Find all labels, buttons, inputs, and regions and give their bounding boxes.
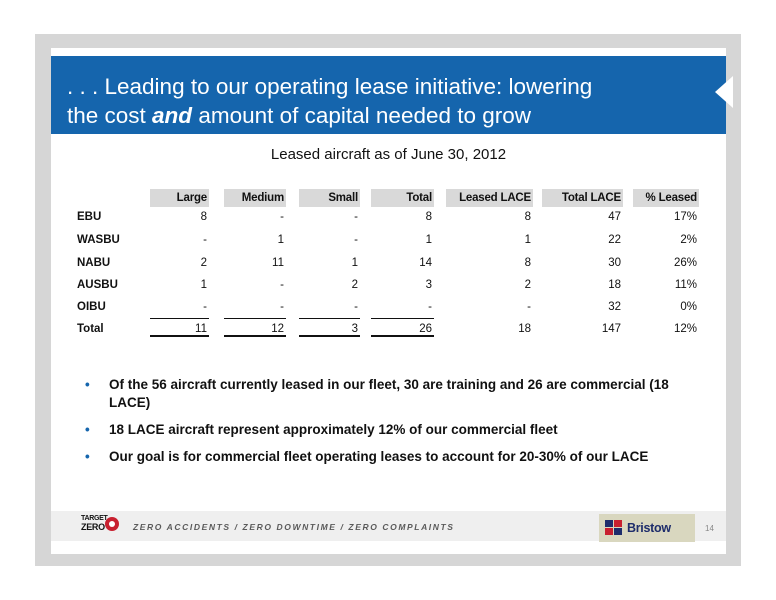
title-emphasis: and bbox=[152, 103, 193, 128]
bullet-list: • Of the 56 aircraft currently leased in… bbox=[79, 376, 699, 475]
table-cell: - bbox=[527, 301, 531, 313]
footer-tagline: ZERO ACCIDENTS / ZERO DOWNTIME / ZERO CO… bbox=[133, 522, 455, 532]
table-cell: 18 bbox=[518, 323, 531, 335]
total-rule bbox=[371, 318, 434, 319]
table-cell: 147 bbox=[601, 323, 621, 335]
row-label: WASBU bbox=[77, 234, 120, 246]
row-label: EBU bbox=[77, 211, 102, 223]
column-header: Large bbox=[150, 189, 209, 207]
total-rule bbox=[299, 318, 360, 319]
table-cell: 18 bbox=[608, 279, 621, 291]
table-cell: 22 bbox=[608, 234, 621, 246]
header-band: . . . Leading to our operating lease ini… bbox=[51, 56, 726, 134]
table-cell: - bbox=[354, 211, 358, 223]
table-cell: - bbox=[280, 301, 284, 313]
total-rule bbox=[224, 335, 286, 337]
column-header: Medium bbox=[224, 189, 286, 207]
bullet-text: 18 LACE aircraft represent approximately… bbox=[109, 422, 558, 437]
title-line-1: . . . Leading to our operating lease ini… bbox=[67, 74, 593, 99]
table-cell: 12 bbox=[271, 323, 284, 335]
column-header: Small bbox=[299, 189, 360, 207]
logo-text: TARGET ZERO bbox=[81, 515, 108, 533]
total-rule bbox=[299, 335, 360, 337]
bullet-dot-icon: • bbox=[85, 449, 90, 464]
title-line-2-start: the cost bbox=[67, 103, 153, 128]
table-cell: 2% bbox=[680, 234, 697, 246]
table-cell: 1 bbox=[425, 234, 432, 246]
table-cell: - bbox=[203, 234, 207, 246]
brand-name: Bristow bbox=[627, 521, 671, 535]
table-cell: 12% bbox=[673, 323, 697, 335]
table-cell: - bbox=[354, 301, 358, 313]
bristow-flag-icon bbox=[605, 520, 623, 536]
table-cell: 30 bbox=[608, 257, 621, 269]
title-line-2-end: amount of capital needed to grow bbox=[192, 103, 532, 128]
row-label: OIBU bbox=[77, 301, 106, 313]
table-cell: 17% bbox=[673, 211, 697, 223]
table-cell: 8 bbox=[524, 211, 531, 223]
table-cell: 26 bbox=[419, 323, 432, 335]
column-header: Leased LACE bbox=[446, 189, 533, 207]
table-cell: 26% bbox=[673, 257, 697, 269]
slide: . . . Leading to our operating lease ini… bbox=[51, 48, 733, 554]
bullet-text: Our goal is for commercial fleet operati… bbox=[109, 449, 649, 464]
bullet-item: • Our goal is for commercial fleet opera… bbox=[79, 448, 699, 466]
table-cell: 11 bbox=[272, 257, 284, 269]
total-rule bbox=[224, 318, 286, 319]
table-cell: 3 bbox=[351, 323, 358, 335]
table-cell: 8 bbox=[524, 257, 531, 269]
table-cell: 2 bbox=[200, 257, 207, 269]
table-cell: 0% bbox=[680, 301, 697, 313]
row-label: AUSBU bbox=[77, 279, 118, 291]
target-icon bbox=[105, 517, 119, 531]
header-arrow-icon bbox=[713, 72, 733, 112]
table-cell: - bbox=[354, 234, 358, 246]
table-cell: 1 bbox=[351, 257, 358, 269]
table-cell: - bbox=[428, 301, 432, 313]
row-label: Total bbox=[77, 323, 104, 335]
table-cell: - bbox=[280, 211, 284, 223]
table-cell: 32 bbox=[608, 301, 621, 313]
bullet-item: • 18 LACE aircraft represent approximate… bbox=[79, 421, 699, 439]
column-header: % Leased bbox=[633, 189, 699, 207]
total-rule bbox=[150, 335, 209, 337]
table-cell: 2 bbox=[351, 279, 358, 291]
table-cell: 1 bbox=[524, 234, 531, 246]
table-cell: 11% bbox=[674, 279, 697, 291]
column-header: Total LACE bbox=[542, 189, 623, 207]
table-cell: - bbox=[280, 279, 284, 291]
table-cell: 14 bbox=[419, 257, 432, 269]
bullet-dot-icon: • bbox=[85, 422, 90, 437]
target-zero-logo: TARGET ZERO bbox=[81, 515, 125, 537]
table-cell: 2 bbox=[524, 279, 531, 291]
logo-line-1: TARGET bbox=[81, 515, 108, 522]
table-title: Leased aircraft as of June 30, 2012 bbox=[270, 146, 507, 163]
bristow-logo: Bristow bbox=[599, 514, 695, 542]
logo-line-2: ZERO bbox=[81, 522, 105, 532]
total-rule bbox=[150, 318, 209, 319]
table-cell: 47 bbox=[608, 211, 621, 223]
slide-title: . . . Leading to our operating lease ini… bbox=[67, 72, 667, 130]
row-label: NABU bbox=[77, 257, 111, 269]
table-cell: 3 bbox=[425, 279, 432, 291]
table-cell: - bbox=[203, 301, 207, 313]
table-cell: 1 bbox=[200, 279, 207, 291]
bullet-dot-icon: • bbox=[85, 377, 90, 392]
bullet-text: Of the 56 aircraft currently leased in o… bbox=[109, 377, 669, 410]
table-cell: 8 bbox=[200, 211, 207, 223]
page-number: 14 bbox=[705, 524, 714, 533]
column-header: Total bbox=[371, 189, 434, 207]
bullet-item: • Of the 56 aircraft currently leased in… bbox=[79, 376, 699, 412]
table-cell: 11 bbox=[195, 323, 207, 335]
total-rule bbox=[371, 335, 434, 337]
table-cell: 8 bbox=[425, 211, 432, 223]
table-cell: 1 bbox=[277, 234, 284, 246]
